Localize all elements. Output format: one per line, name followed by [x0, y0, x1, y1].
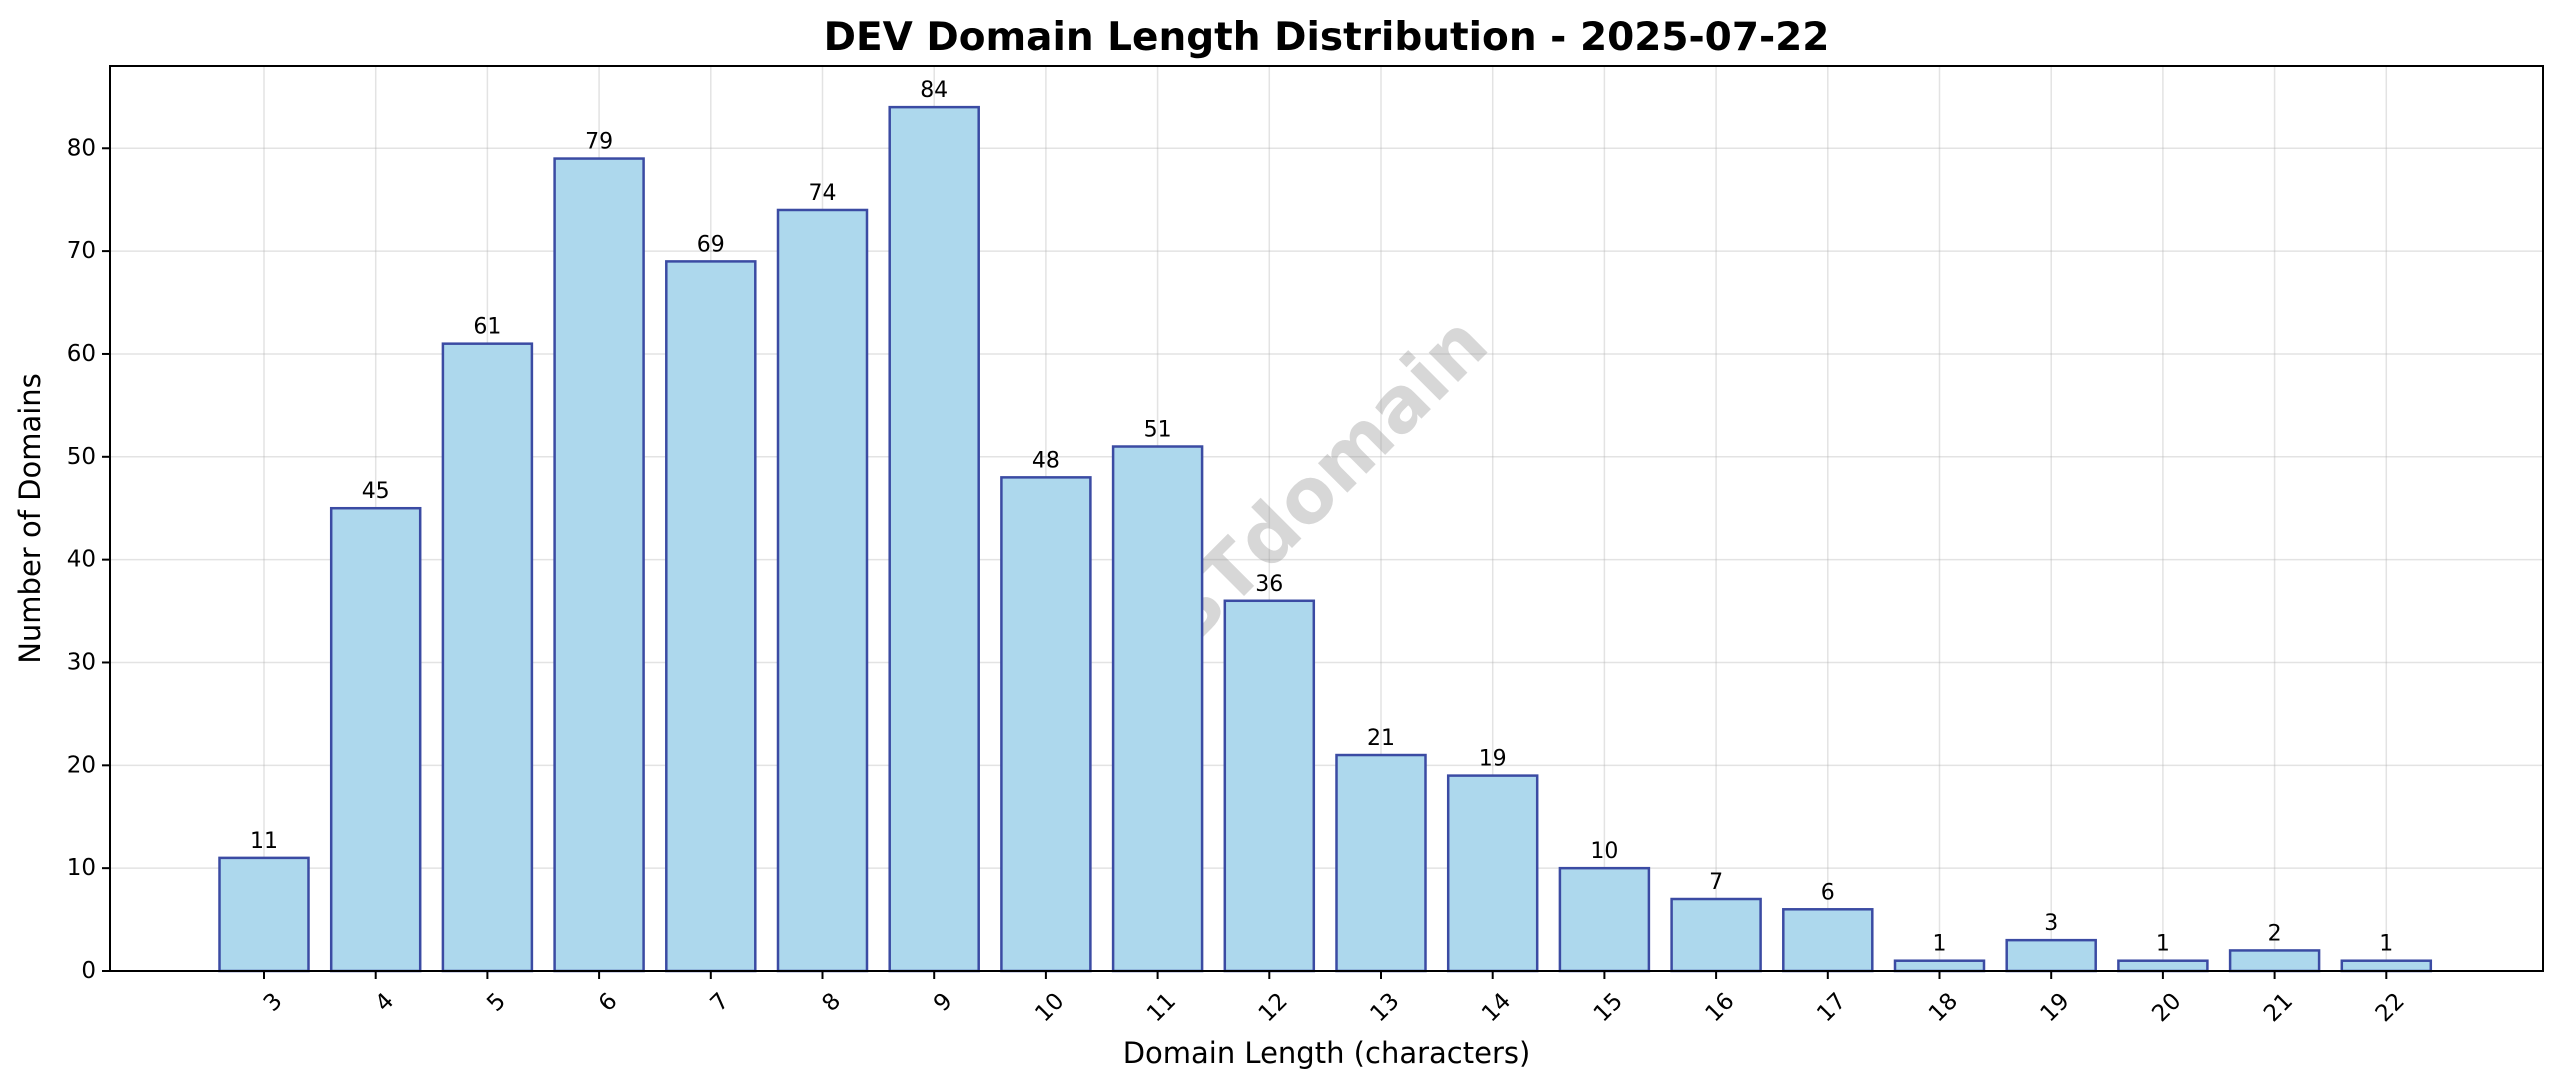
- chart-title: DEV Domain Length Distribution - 2025-07…: [824, 15, 1830, 60]
- y-tick-label-40: 40: [67, 547, 96, 573]
- data-label-3: 11: [250, 829, 278, 854]
- bar-16: [1670, 897, 1762, 973]
- bar-20: [2117, 959, 2209, 973]
- data-label-18: 1: [1933, 932, 1947, 957]
- x-tick-label-13: 13: [1365, 988, 1404, 1027]
- y-tick-label-0: 0: [81, 958, 96, 984]
- data-label-12: 36: [1255, 572, 1283, 597]
- data-label-5: 61: [473, 315, 501, 340]
- y-tick-label-70: 70: [67, 238, 96, 264]
- data-label-6: 79: [585, 130, 613, 155]
- y-tick-label-60: 60: [67, 341, 96, 367]
- bar-4: [329, 506, 422, 973]
- x-tick-label-7: 7: [706, 988, 735, 1017]
- bar-11: [1111, 445, 1204, 973]
- bar-13: [1335, 753, 1427, 973]
- data-label-14: 19: [1479, 747, 1507, 772]
- y-tick-label-80: 80: [67, 135, 96, 161]
- data-label-8: 74: [809, 181, 837, 206]
- bar-19: [2005, 938, 2097, 973]
- y-tick-label-30: 30: [67, 649, 96, 675]
- data-label-16: 7: [1709, 870, 1723, 895]
- bar-5: [441, 342, 534, 973]
- x-tick-label-17: 17: [1812, 988, 1851, 1027]
- bar-10: [1000, 476, 1092, 973]
- x-tick-label-19: 19: [2036, 988, 2075, 1027]
- bar-22: [2340, 959, 2433, 973]
- data-label-15: 10: [1590, 839, 1618, 864]
- x-tick-label-15: 15: [1589, 988, 1628, 1027]
- bar-14: [1446, 774, 1539, 973]
- bar-12: [1223, 599, 1316, 973]
- data-label-21: 2: [2268, 921, 2282, 946]
- x-axis: 3 4 5 6 7 8 9 10 11 12 13 14 15 16 17 18 19 20 21 22: [259, 971, 2410, 1027]
- data-label-19: 3: [2044, 911, 2058, 936]
- x-tick-label-11: 11: [1142, 988, 1181, 1027]
- x-tick-label-10: 10: [1030, 988, 1069, 1027]
- data-label-17: 6: [1821, 880, 1835, 905]
- data-label-11: 51: [1144, 418, 1172, 443]
- x-tick-label-22: 22: [2371, 988, 2410, 1027]
- x-tick-label-8: 8: [817, 988, 846, 1017]
- y-tick-label-10: 10: [67, 855, 96, 881]
- x-axis-title: Domain Length (characters): [1123, 1036, 1531, 1070]
- x-tick-label-20: 20: [2147, 988, 2186, 1027]
- data-label-9: 84: [920, 78, 948, 103]
- y-axis: 0 10 20 30 40 50 60 70 80: [67, 135, 110, 984]
- bars: [218, 105, 2433, 973]
- bar-15: [1558, 866, 1651, 973]
- x-tick-label-6: 6: [594, 988, 623, 1017]
- plot-frame: [109, 65, 2544, 972]
- data-label-20: 1: [2156, 932, 2170, 957]
- x-tick-label-3: 3: [259, 988, 288, 1017]
- data-label-7: 69: [697, 232, 725, 257]
- bar-3: [218, 856, 310, 973]
- bar-17: [1782, 908, 1874, 973]
- data-label-22: 1: [2379, 932, 2393, 957]
- x-tick-label-21: 21: [2259, 988, 2298, 1027]
- y-axis-title: Number of Domains: [13, 373, 47, 664]
- data-label-10: 48: [1032, 448, 1060, 473]
- y-tick-label-50: 50: [67, 444, 96, 470]
- x-tick-label-4: 4: [371, 988, 400, 1017]
- bar-9: [888, 105, 980, 973]
- x-tick-label-18: 18: [1924, 988, 1963, 1027]
- data-label-13: 21: [1367, 726, 1395, 751]
- bar-21: [2228, 949, 2321, 973]
- y-tick-label-20: 20: [67, 752, 96, 778]
- bar-6: [553, 157, 645, 973]
- bar-7: [665, 260, 757, 973]
- bar-8: [776, 208, 869, 973]
- x-tick-label-12: 12: [1254, 988, 1293, 1027]
- x-tick-label-9: 9: [929, 988, 958, 1017]
- x-tick-label-14: 14: [1477, 988, 1516, 1027]
- bar-18: [1893, 959, 1986, 973]
- x-tick-label-16: 16: [1701, 988, 1740, 1027]
- data-label-4: 45: [362, 479, 390, 504]
- x-tick-label-5: 5: [482, 988, 511, 1017]
